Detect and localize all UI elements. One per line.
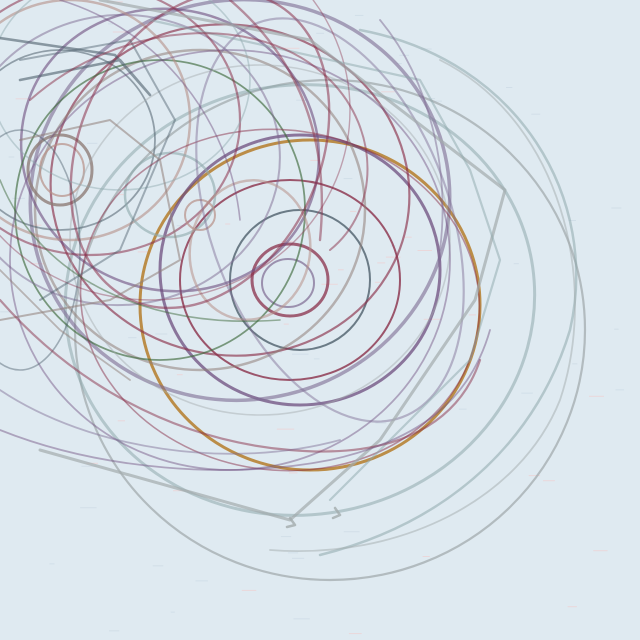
- looping-ring: [261, 258, 315, 308]
- sketch-stroke: [0, 329, 491, 471]
- background-speckles: [0, 1, 625, 635]
- looping-ring: [49, 23, 411, 357]
- sketch-stroke: [0, 298, 482, 453]
- looping-ring: [0, 13, 281, 307]
- looping-ring: [0, 0, 251, 191]
- sketch-stroke: [59, 0, 241, 221]
- looping-ring: [39, 143, 85, 197]
- sketch-stroke: [228, 0, 324, 242]
- looping-ring: [250, 242, 330, 318]
- looping-ring: [19, 7, 321, 293]
- sketch-stroke: [0, 179, 281, 322]
- looping-ring: [69, 64, 451, 416]
- looping-ring: [0, 49, 156, 231]
- looping-ring: [26, 133, 94, 207]
- looping-ring: [79, 128, 481, 472]
- looping-ring: [0, 0, 351, 301]
- looping-ring: [0, 129, 81, 371]
- looping-ring: [188, 179, 312, 321]
- line-shapes: [0, 0, 587, 582]
- sketch-stroke: [318, 28, 578, 557]
- sketch-stroke: [269, 59, 576, 552]
- sketch-stroke: [331, 506, 342, 520]
- looping-ring: [195, 17, 465, 423]
- looping-ring: [69, 0, 331, 310]
- looping-ring: [0, 0, 242, 257]
- sketch-stroke: [379, 19, 444, 251]
- looping-ring: [0, 0, 192, 242]
- looping-ring: [184, 199, 216, 231]
- looping-ring: [9, 49, 451, 471]
- looping-ring: [63, 83, 537, 517]
- looping-ring: [158, 133, 442, 407]
- looping-ring: [179, 179, 401, 381]
- sketch-stroke: [19, 39, 176, 301]
- sketch-stroke: [29, 32, 369, 251]
- sketch-stroke: [148, 18, 502, 502]
- sketch-stroke: [0, 36, 152, 97]
- sketch-stroke: [0, 119, 181, 321]
- sketch-stroke: [285, 516, 297, 529]
- sketch-stroke: [0, 269, 131, 381]
- looping-ring: [33, 48, 367, 372]
- sketch-stroke: [0, 389, 341, 455]
